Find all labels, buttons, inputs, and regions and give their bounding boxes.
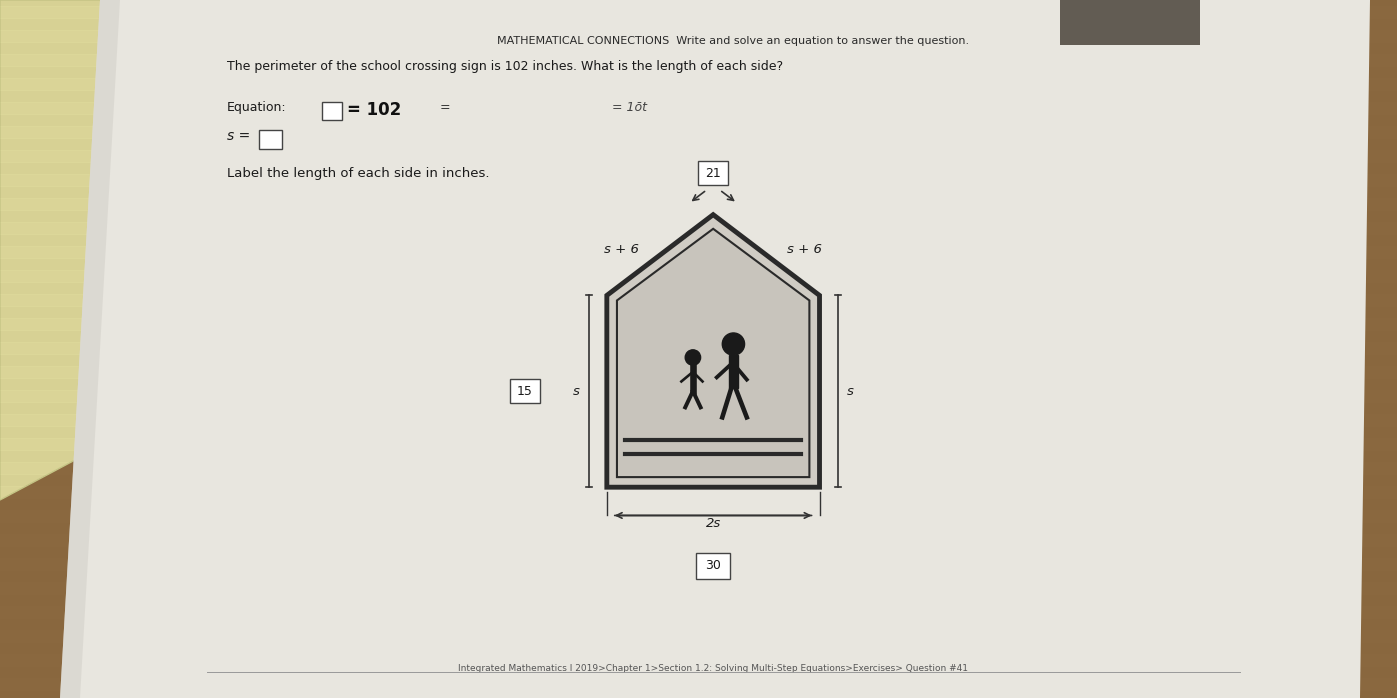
FancyBboxPatch shape	[323, 102, 342, 120]
Polygon shape	[617, 229, 809, 477]
Text: s =: s =	[226, 129, 250, 143]
FancyArrow shape	[729, 355, 738, 389]
Bar	[1060, 0, 1200, 45]
FancyBboxPatch shape	[696, 553, 731, 579]
Circle shape	[685, 350, 701, 365]
Text: 15: 15	[517, 385, 532, 398]
Circle shape	[722, 333, 745, 355]
Text: s + 6: s + 6	[604, 244, 638, 256]
FancyBboxPatch shape	[698, 161, 728, 186]
Text: s + 6: s + 6	[788, 244, 823, 256]
Text: MATHEMATICAL CONNECTIONS  Write and solve an equation to answer the question.: MATHEMATICAL CONNECTIONS Write and solve…	[497, 36, 970, 46]
Text: s: s	[573, 385, 580, 398]
Text: Label the length of each side in inches.: Label the length of each side in inches.	[226, 168, 489, 180]
Text: Equation:: Equation:	[226, 101, 286, 114]
FancyBboxPatch shape	[260, 130, 282, 149]
Polygon shape	[0, 0, 279, 500]
Text: 2s: 2s	[705, 517, 721, 530]
Text: 30: 30	[705, 559, 721, 572]
Text: The perimeter of the school crossing sign is 102 inches. What is the length of e: The perimeter of the school crossing sig…	[226, 60, 784, 73]
Text: =: =	[440, 101, 450, 114]
Text: 21: 21	[705, 167, 721, 180]
Polygon shape	[60, 0, 1370, 698]
Text: = 102: = 102	[346, 101, 401, 119]
Text: Integrated Mathematics I 2019>Chapter 1>Section 1.2: Solving Multi-Step Equation: Integrated Mathematics I 2019>Chapter 1>…	[458, 664, 968, 673]
Polygon shape	[606, 215, 820, 487]
Text: s: s	[847, 385, 854, 398]
Polygon shape	[60, 0, 120, 698]
FancyBboxPatch shape	[510, 379, 541, 403]
Text: = 1ōt: = 1ōt	[612, 101, 647, 114]
